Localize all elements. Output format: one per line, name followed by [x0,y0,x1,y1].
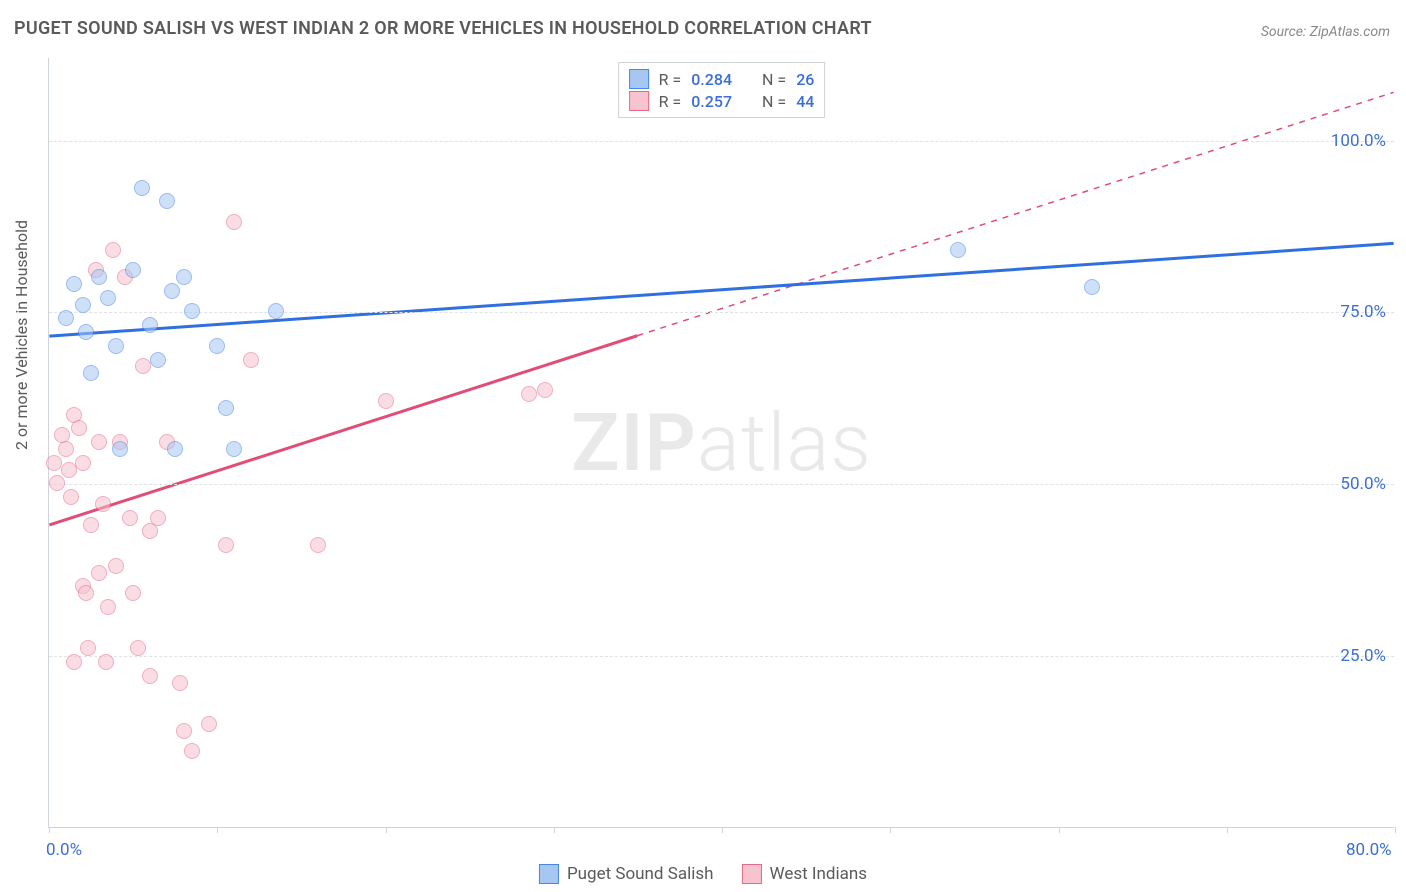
data-point [176,269,192,285]
data-point [46,455,62,471]
stats-legend: R = 0.284 N = 26 R = 0.257 N = 44 [618,62,826,118]
gridline-h [49,484,1394,485]
data-point [112,441,128,457]
data-point [310,537,326,553]
data-point [49,475,65,491]
data-point [172,675,188,691]
data-point [75,297,91,313]
data-point [130,640,146,656]
data-point [75,455,91,471]
watermark: ZIPatlas [571,396,872,490]
stats-row-pink: R = 0.257 N = 44 [629,91,815,111]
series-legend: Puget Sound Salish West Indians [539,864,867,884]
data-point [150,352,166,368]
gridline-h [49,141,1394,142]
data-point [63,489,79,505]
data-point [184,743,200,759]
data-point [95,496,111,512]
data-point [176,723,192,739]
data-point [108,558,124,574]
data-point [1084,279,1100,295]
gridline-h [49,656,1394,657]
data-point [122,510,138,526]
data-point [135,358,151,374]
gridline-h [49,312,1394,313]
data-point [378,393,394,409]
y-tick-label: 75.0% [1340,302,1386,322]
swatch-blue [629,69,649,89]
x-tick [1395,827,1396,833]
data-point [125,585,141,601]
y-tick-label: 25.0% [1340,646,1386,666]
legend-item-blue: Puget Sound Salish [539,864,714,884]
x-tick [49,827,50,833]
swatch-blue-icon [539,864,559,884]
swatch-pink-icon [742,864,762,884]
data-point [209,338,225,354]
data-point [226,214,242,230]
data-point [142,523,158,539]
data-point [78,324,94,340]
y-axis-title: 2 or more Vehicles in Household [12,220,31,450]
data-point [80,640,96,656]
x-tick [386,827,387,833]
data-point [66,654,82,670]
x-tick [1059,827,1060,833]
data-point [226,441,242,457]
data-point [184,303,200,319]
data-point [268,303,284,319]
data-point [78,585,94,601]
data-point [83,365,99,381]
data-point [100,599,116,615]
data-point [71,420,87,436]
data-point [83,517,99,533]
swatch-pink [629,91,649,111]
data-point [91,269,107,285]
source-attribution: Source: ZipAtlas.com [1261,24,1390,40]
stats-row-blue: R = 0.284 N = 26 [629,69,815,89]
y-tick-label: 50.0% [1340,474,1386,494]
x-tick [1227,827,1228,833]
data-point [164,283,180,299]
chart-plot-area: ZIPatlas R = 0.284 N = 26 R = 0.257 N = … [48,58,1394,828]
x-tick [217,827,218,833]
data-point [58,441,74,457]
chart-title: PUGET SOUND SALISH VS WEST INDIAN 2 OR M… [14,18,872,39]
data-point [159,193,175,209]
data-point [108,338,124,354]
data-point [218,537,234,553]
data-point [58,310,74,326]
y-tick-label: 100.0% [1331,131,1386,151]
data-point [134,180,150,196]
x-tick [722,827,723,833]
x-tick-label: 80.0% [1346,840,1392,860]
x-tick [554,827,555,833]
data-point [167,441,183,457]
x-tick [890,827,891,833]
data-point [66,276,82,292]
data-point [537,382,553,398]
data-point [950,242,966,258]
data-point [105,242,121,258]
trend-lines-svg [49,58,1394,827]
data-point [125,262,141,278]
data-point [142,668,158,684]
data-point [91,434,107,450]
data-point [91,565,107,581]
data-point [201,716,217,732]
data-point [100,290,116,306]
data-point [218,400,234,416]
data-point [243,352,259,368]
legend-item-pink: West Indians [742,864,868,884]
data-point [150,510,166,526]
data-point [142,317,158,333]
x-tick-label: 0.0% [46,840,82,860]
data-point [98,654,114,670]
data-point [521,386,537,402]
